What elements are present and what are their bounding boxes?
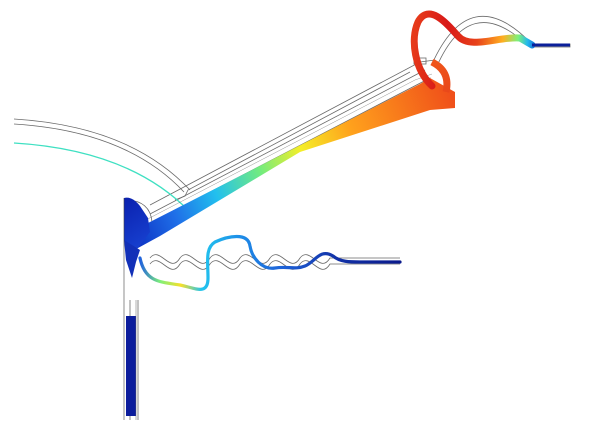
undeformed-outline: [13, 16, 571, 420]
surround-outline-outer: [431, 16, 533, 65]
spider-deformed: [138, 234, 402, 291]
neck-deformed: [124, 240, 140, 278]
outer-arc-outline-inner: [13, 123, 185, 193]
surround-lower: [430, 58, 451, 93]
spider-outline-top: [149, 254, 400, 264]
voice-coil-former: [126, 316, 136, 416]
air-boundary-curve: [13, 142, 191, 213]
outer-arc-outline: [13, 118, 191, 191]
cone-outline-mid: [149, 69, 426, 215]
spider-outline-bot: [149, 260, 400, 270]
cone-deformed: [126, 78, 455, 248]
cone-upper-edge: [139, 73, 433, 224]
cone-outline-step: [174, 71, 411, 201]
surround-deformed: [410, 10, 536, 90]
dust-cap-deformed: [124, 197, 150, 256]
surround-outline-inner: [436, 22, 527, 67]
